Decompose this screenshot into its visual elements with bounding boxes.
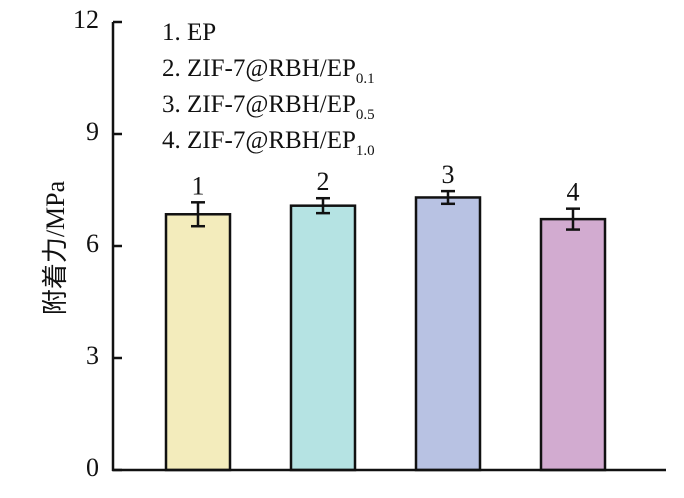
y-axis-ticks: 0 3 6 9 12: [73, 5, 122, 482]
y-tick-label: 9: [86, 117, 99, 146]
bar-label-3: 3: [442, 160, 455, 189]
error-bar-4: [566, 207, 580, 231]
bar-label-1: 1: [192, 171, 205, 200]
bar-1: [164, 213, 232, 472]
y-tick-label: 0: [86, 453, 99, 482]
legend: 1. EP 2. ZIF-7@RBH/EP0.13. ZIF-7@RBH/EP0.…: [162, 19, 375, 160]
bar-label-2: 2: [317, 167, 330, 196]
legend-entry-1: 1. EP: [162, 19, 216, 46]
y-tick-label: 12: [73, 5, 99, 34]
error-bar-2: [316, 196, 330, 215]
bar-label-4: 4: [567, 178, 580, 207]
bar-3: [414, 196, 482, 472]
legend-entry-4: 4. ZIF-7@RBH/EP1.0: [162, 127, 375, 160]
legend-entry-3: 3. ZIF-7@RBH/EP0.5: [162, 91, 375, 124]
legend-entry-2: 2. ZIF-7@RBH/EP0.1: [162, 55, 375, 88]
y-axis-title: 附着力/MPa: [41, 180, 70, 315]
error-bar-1: [191, 201, 205, 228]
bars-group: 1 2 3 4: [164, 160, 607, 472]
y-tick-label: 6: [86, 229, 99, 258]
y-tick-label: 3: [86, 341, 99, 370]
bar-2: [289, 204, 357, 472]
error-bar-3: [441, 189, 455, 206]
bar-4: [539, 217, 607, 472]
